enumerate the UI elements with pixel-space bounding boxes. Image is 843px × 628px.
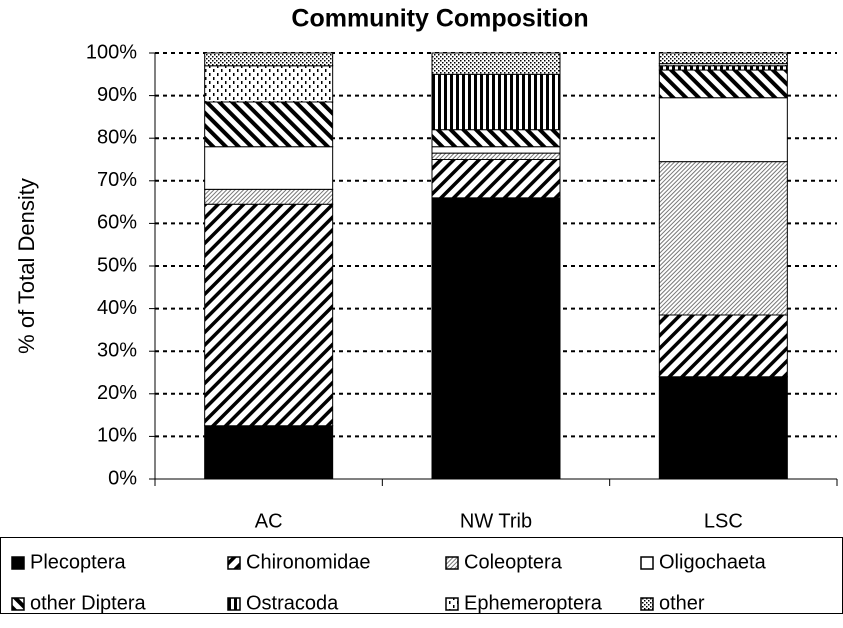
y-tick-label: 60% [97,212,137,234]
y-tick-label: 50% [97,254,137,276]
bar-segment [431,52,561,75]
bar-segment [204,52,334,67]
bar-segment [204,203,334,427]
y-tick-label: 70% [97,169,137,191]
y-tick-label: 0% [108,467,137,489]
legend-marker [445,556,459,570]
legend-marker [445,597,459,611]
x-tick-label: NW Trib [460,510,532,532]
y-tick-label: 100% [86,41,137,63]
legend-label: Oligochaeta [659,551,767,573]
bar-segment [431,197,561,480]
bar-segment [431,129,561,148]
legend-marker [640,597,654,611]
y-tick-label: 90% [97,84,137,106]
legend-label: Ephemeroptera [464,592,603,614]
bar-segment [204,101,334,148]
legend-label: Plecoptera [30,551,126,573]
bar-segment [431,159,561,199]
legend-marker [11,597,25,611]
bar-segment [658,97,788,163]
y-tick-label: 80% [97,126,137,148]
y-tick-label: 30% [97,339,137,361]
bar-segment [204,188,334,205]
bar-segment [431,73,561,131]
bar-segment [204,425,334,480]
legend-label: other Diptera [30,592,146,614]
bar-segment [658,65,788,71]
y-tick-label: 10% [97,425,137,447]
legend-label: Chironomidae [246,551,371,573]
legend-marker [227,597,241,611]
y-tick-label: 20% [97,382,137,404]
legend-label: other [659,592,705,614]
bar-segment [658,52,788,65]
legend-label: Coleoptera [464,551,563,573]
legend-marker [227,556,241,570]
bar-segment [204,146,334,190]
y-axis-label: % of Total Density [14,178,39,354]
bar-segment [658,314,788,378]
bar-segment [431,152,561,161]
bar-segment [658,376,788,480]
x-tick-label: AC [255,510,283,532]
chart-title: Community Composition [291,5,588,33]
x-tick-label: LSC [704,510,743,532]
legend-marker [640,556,654,570]
bar-segment [658,161,788,316]
y-tick-label: 40% [97,297,137,319]
bar-segment [658,69,788,99]
legend-marker [11,556,25,570]
legend-label: Ostracoda [246,592,339,614]
bar-segment [431,146,561,154]
bar-segment [204,65,334,103]
